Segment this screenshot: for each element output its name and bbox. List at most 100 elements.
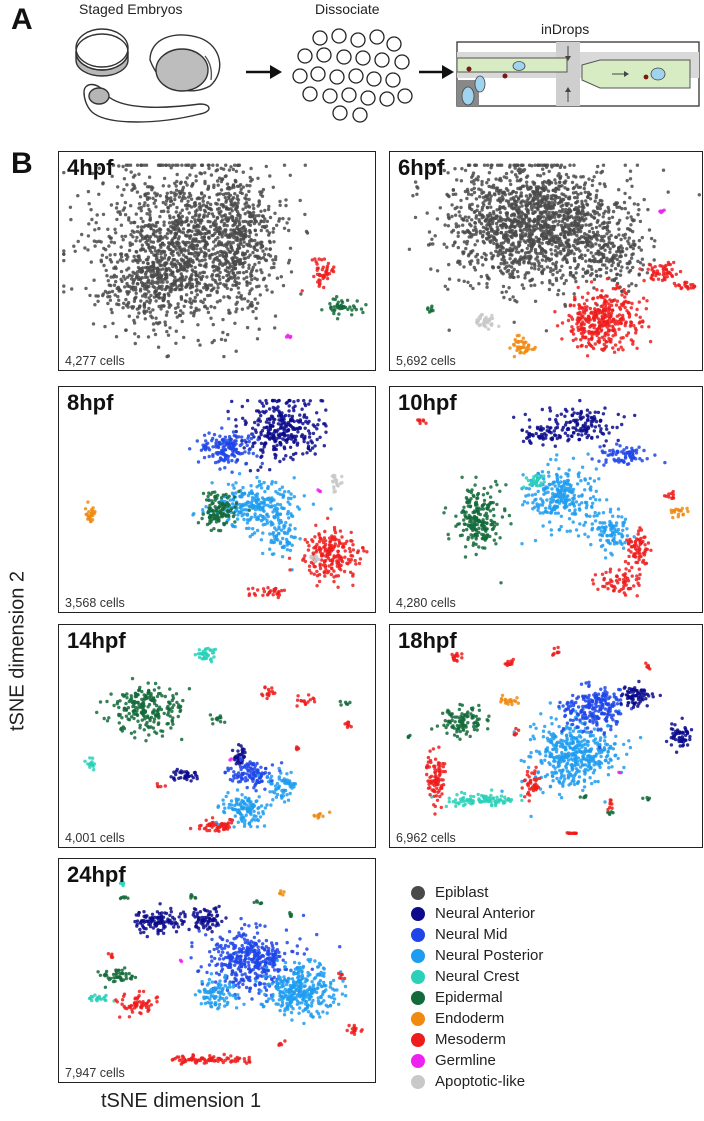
cell-point — [606, 244, 610, 249]
cell-point — [616, 347, 621, 352]
cell-point — [140, 294, 145, 298]
cell-point — [447, 328, 451, 332]
cell-point — [226, 482, 231, 486]
cell-point — [241, 207, 245, 211]
cell-point — [172, 280, 177, 284]
cell-point — [607, 305, 612, 309]
cell-point — [237, 435, 241, 439]
cell-point — [261, 523, 265, 527]
cell-point — [225, 242, 230, 246]
cell-point — [298, 420, 303, 424]
arrow-icon — [246, 65, 282, 79]
cell-point — [214, 238, 218, 242]
cell-point — [226, 409, 230, 414]
cell-point — [174, 219, 178, 223]
cell-point — [611, 209, 616, 214]
cell-point — [187, 251, 191, 256]
cell-point — [174, 210, 178, 214]
cell-point — [230, 458, 234, 463]
cell-point — [139, 228, 144, 232]
cell-point — [485, 285, 489, 289]
cell-point — [516, 163, 520, 167]
cell-point — [302, 436, 306, 441]
cell-point — [248, 230, 252, 234]
cell-point — [629, 320, 634, 325]
cell-point — [234, 180, 238, 184]
cell-point — [271, 226, 276, 231]
cell-point — [114, 266, 118, 271]
cell-point — [287, 414, 291, 418]
tsne-panel-4hpf: 4hpf 4,277 cells — [58, 151, 376, 371]
cell-point — [211, 264, 215, 269]
cell-point — [611, 334, 615, 338]
cell-point — [179, 295, 183, 299]
cell-point — [136, 282, 140, 286]
cell-point — [478, 210, 482, 215]
cell-point — [631, 339, 635, 344]
cell-point — [305, 451, 309, 455]
cell-point — [232, 433, 236, 438]
cell-point — [336, 300, 340, 304]
cell-point — [513, 233, 517, 238]
cell-point — [427, 230, 432, 234]
cell-point — [147, 296, 151, 300]
cell-point — [568, 163, 572, 167]
cell-point — [508, 179, 512, 183]
cell-point — [244, 461, 249, 466]
cell-point — [187, 240, 191, 245]
cell-point — [231, 183, 236, 187]
cell-point — [192, 311, 196, 316]
cell-point — [156, 281, 160, 285]
cell-point — [192, 512, 196, 516]
cell-point — [106, 279, 110, 283]
cell-point — [216, 228, 220, 232]
cell-point — [207, 235, 211, 240]
cell-point — [614, 235, 618, 239]
cell-point — [435, 269, 440, 273]
cell-point — [515, 223, 519, 227]
cell-point — [480, 179, 484, 184]
cell-point — [231, 502, 235, 506]
cell-point — [603, 334, 607, 338]
cell-point — [272, 431, 276, 435]
cell-point — [253, 262, 257, 267]
cell-point — [458, 262, 462, 266]
cell-point — [624, 320, 628, 324]
cell-point — [540, 247, 544, 251]
cell-point — [544, 225, 549, 229]
cell-point — [127, 216, 131, 220]
cell-point — [618, 340, 622, 344]
cell-point — [182, 335, 186, 340]
cell-point — [254, 316, 258, 320]
cell-point — [614, 276, 618, 280]
cell-point — [231, 483, 235, 487]
cell-point — [147, 245, 151, 250]
cell-point — [234, 216, 239, 221]
cell-point — [128, 273, 132, 277]
cell-point — [285, 540, 289, 545]
cell-point — [227, 185, 231, 190]
cell-point — [602, 323, 606, 327]
cell-point — [85, 163, 89, 167]
cell-point — [459, 198, 463, 203]
cell-point — [519, 257, 524, 261]
cell-point — [599, 323, 603, 327]
cell-point — [498, 210, 503, 215]
cell-point — [252, 206, 256, 211]
cell-point — [241, 170, 245, 174]
cell-point — [628, 196, 632, 200]
cell-point — [561, 228, 565, 232]
cell-point — [525, 271, 529, 275]
cell-point — [514, 229, 518, 233]
cell-point — [477, 218, 481, 222]
cell-point — [179, 277, 184, 281]
cell-point — [281, 216, 285, 221]
cell-point — [162, 176, 167, 181]
cell-point — [596, 164, 600, 169]
cell-point — [168, 214, 172, 218]
cell-point — [553, 310, 557, 314]
cell-point — [106, 227, 110, 231]
cell-point — [524, 203, 528, 208]
cell-point — [150, 188, 154, 192]
cell-point — [556, 240, 561, 245]
